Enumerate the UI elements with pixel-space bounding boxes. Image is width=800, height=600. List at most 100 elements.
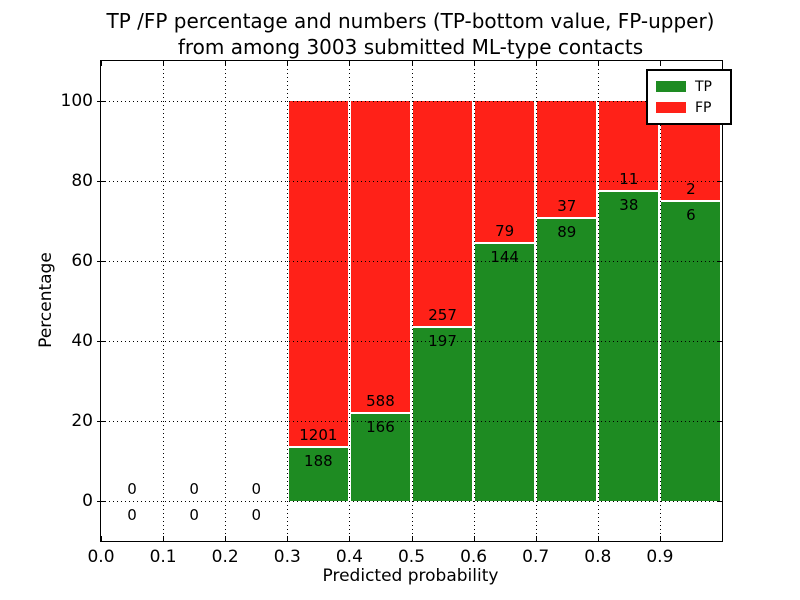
tp-bar xyxy=(350,412,410,501)
v-gridline xyxy=(597,61,599,541)
x-tick-top xyxy=(349,61,351,66)
fp-count-label: 11 xyxy=(619,169,639,188)
bar-separator xyxy=(537,217,597,220)
v-gridline xyxy=(535,61,537,541)
x-tick-bottom xyxy=(659,536,661,541)
tp-bar xyxy=(475,242,535,501)
fp-count-label: 1201 xyxy=(299,425,338,444)
y-tick-label: 100 xyxy=(60,91,93,111)
y-tick-left xyxy=(97,101,106,102)
x-tick-top xyxy=(225,61,227,66)
fp-count-label: 2 xyxy=(686,180,696,198)
fp-count-label: 37 xyxy=(557,197,577,216)
x-tick-bottom xyxy=(225,536,227,541)
y-tick-left xyxy=(97,341,106,342)
v-gridline xyxy=(473,61,475,541)
tp-bar xyxy=(288,446,348,501)
fp-count-label: 257 xyxy=(428,306,457,325)
x-tick-label: 0.8 xyxy=(584,547,612,567)
x-tick-bottom xyxy=(411,536,413,541)
x-tick-label: 0.6 xyxy=(460,547,488,567)
chart-title: TP /FP percentage and numbers (TP-bottom… xyxy=(100,8,721,60)
fp-bar xyxy=(413,101,473,328)
v-gridline xyxy=(411,61,413,541)
y-tick-label: 80 xyxy=(71,171,93,191)
chart-title-line1: TP /FP percentage and numbers (TP-bottom… xyxy=(106,9,715,33)
x-tick-top xyxy=(163,61,165,66)
x-axis-label: Predicted probability xyxy=(322,566,499,586)
fp-bar xyxy=(475,101,535,243)
x-tick-label: 0.5 xyxy=(397,547,426,567)
x-tick-top xyxy=(473,61,475,66)
legend: TP FP xyxy=(646,69,732,125)
x-tick-label: 0.7 xyxy=(522,547,550,567)
tp-bar xyxy=(599,190,659,501)
bar-separator xyxy=(661,200,721,202)
fp-bar xyxy=(350,101,410,413)
tp-bar xyxy=(413,327,473,501)
x-tick-top xyxy=(411,61,413,66)
legend-label-fp: FP xyxy=(695,99,712,116)
v-gridline xyxy=(163,61,165,541)
tp-count-label: 6 xyxy=(686,206,696,224)
tp-swatch-icon xyxy=(656,81,686,92)
tp-count-label: 89 xyxy=(557,223,577,242)
x-tick-label: 0.3 xyxy=(273,547,301,567)
legend-item-fp: FP xyxy=(656,97,722,118)
chart-title-line2: from among 3003 submitted ML-type contac… xyxy=(177,35,644,59)
y-tick-right xyxy=(717,501,722,502)
y-tick-label: 20 xyxy=(71,411,93,431)
tp-count-label: 166 xyxy=(366,417,395,436)
v-gridline xyxy=(225,61,227,541)
y-tick-right xyxy=(717,341,722,342)
tp-bar xyxy=(661,201,721,501)
y-tick-right xyxy=(717,421,722,422)
bar-separator xyxy=(413,326,473,329)
y-tick-label: 0 xyxy=(82,491,93,511)
fp-bar xyxy=(537,101,597,219)
y-tick-left xyxy=(97,261,106,262)
tp-bar xyxy=(537,218,597,501)
y-tick-right xyxy=(717,181,722,182)
x-tick-top xyxy=(287,61,289,66)
x-tick-bottom xyxy=(163,536,165,541)
bar-separator xyxy=(475,241,535,244)
bar-separator xyxy=(288,445,348,448)
y-tick-left xyxy=(97,421,106,422)
y-tick-left xyxy=(97,181,106,182)
fp-bar xyxy=(288,101,348,447)
y-axis-label: Percentage xyxy=(36,252,56,348)
x-tick-label: 0.0 xyxy=(87,547,115,567)
y-tick-right xyxy=(717,261,722,262)
x-tick-top xyxy=(659,61,661,66)
tp-count-label: 0 xyxy=(189,506,199,524)
x-tick-bottom xyxy=(535,536,537,541)
tp-count-label: 197 xyxy=(428,332,457,351)
tp-count-label: 144 xyxy=(490,247,519,266)
x-tick-bottom xyxy=(349,536,351,541)
x-tick-label: 0.9 xyxy=(646,547,674,567)
x-tick-top xyxy=(101,61,102,66)
x-tick-top xyxy=(597,61,599,66)
x-tick-bottom xyxy=(473,536,475,541)
y-tick-left xyxy=(97,501,106,502)
fp-swatch-icon xyxy=(656,102,686,113)
x-tick-label: 0.2 xyxy=(211,547,239,567)
y-tick-label: 60 xyxy=(71,251,93,271)
x-tick-top xyxy=(535,61,537,66)
tp-count-label: 38 xyxy=(619,195,639,214)
y-tick-label: 40 xyxy=(71,331,93,351)
x-tick-bottom xyxy=(287,536,289,541)
fp-count-label: 0 xyxy=(251,480,262,498)
fp-count-label: 79 xyxy=(495,221,515,240)
v-gridline xyxy=(287,61,289,541)
bar-separator xyxy=(350,411,410,414)
plot-area: TP FP 0 0 0 0 0 0 1201 188 588 166 257 197 79 144 37 89… xyxy=(61,60,732,567)
tp-count-label: 0 xyxy=(251,506,262,524)
x-tick-label: 0.4 xyxy=(335,547,363,567)
fp-count-label: 0 xyxy=(189,480,199,498)
legend-item-tp: TP xyxy=(656,76,722,97)
x-tick-label: 0.1 xyxy=(149,547,177,567)
fp-count-label: 588 xyxy=(366,391,395,410)
